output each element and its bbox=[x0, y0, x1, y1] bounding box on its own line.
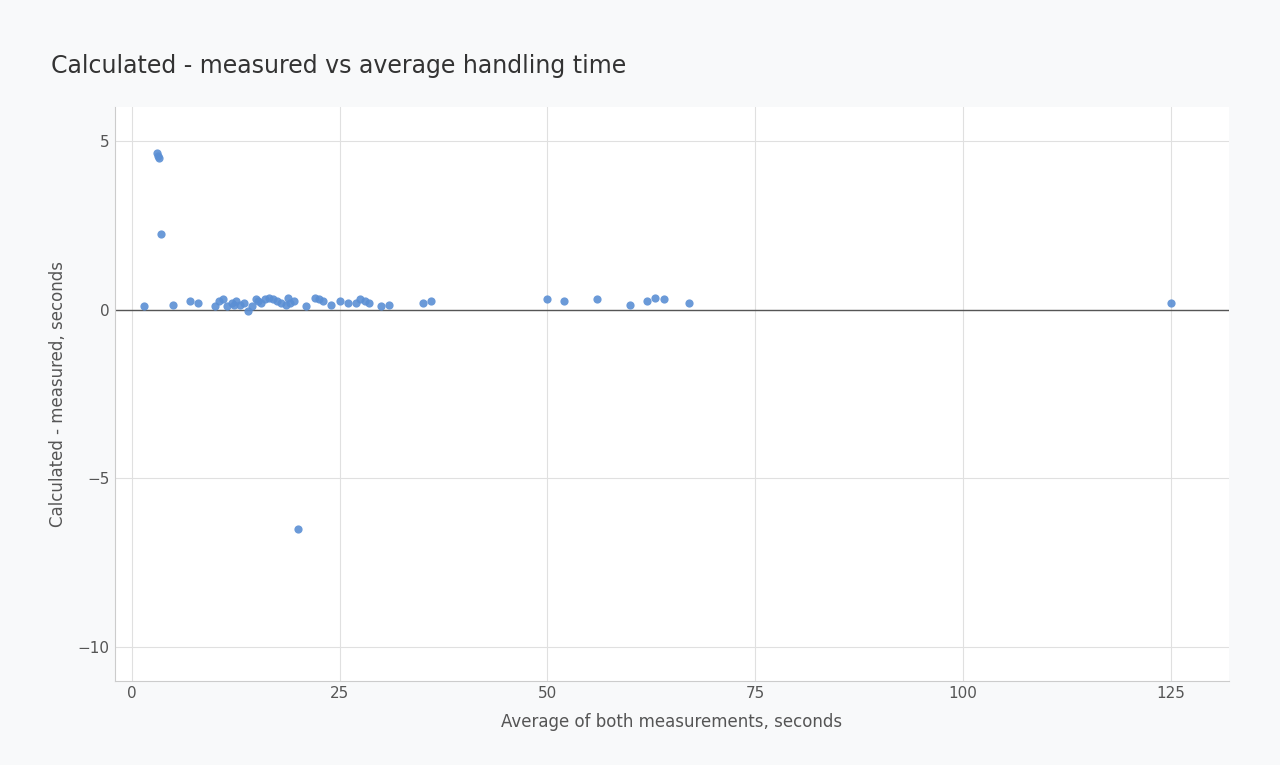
Point bbox=[259, 291, 279, 304]
Point bbox=[275, 298, 296, 311]
Point bbox=[355, 295, 375, 308]
Point bbox=[248, 295, 269, 308]
Point bbox=[637, 295, 658, 308]
Point bbox=[538, 293, 558, 305]
Point bbox=[238, 305, 259, 317]
Point bbox=[246, 293, 266, 305]
Point bbox=[251, 297, 271, 309]
Point bbox=[262, 293, 283, 305]
Point bbox=[338, 297, 358, 309]
Point bbox=[148, 151, 169, 164]
Point bbox=[621, 298, 641, 311]
Point bbox=[308, 293, 329, 305]
Point bbox=[188, 297, 209, 309]
Point bbox=[346, 297, 366, 309]
Point bbox=[329, 295, 349, 308]
Point bbox=[288, 522, 308, 535]
Point bbox=[268, 295, 288, 308]
Text: Calculated - measured vs average handling time: Calculated - measured vs average handlin… bbox=[51, 54, 626, 77]
Y-axis label: Calculated - measured, seconds: Calculated - measured, seconds bbox=[49, 261, 67, 527]
Point bbox=[279, 297, 300, 309]
Point bbox=[212, 293, 233, 305]
Point bbox=[645, 291, 666, 304]
Point bbox=[1161, 297, 1181, 309]
Point bbox=[163, 298, 183, 311]
Point bbox=[179, 295, 200, 308]
Point bbox=[379, 298, 399, 311]
Point bbox=[588, 293, 608, 305]
Point bbox=[554, 295, 575, 308]
Point bbox=[148, 150, 169, 162]
Point bbox=[225, 295, 246, 308]
Point bbox=[321, 298, 342, 311]
Point bbox=[351, 293, 371, 305]
Point bbox=[234, 297, 255, 309]
Point bbox=[229, 298, 250, 311]
Point bbox=[255, 293, 275, 305]
Point bbox=[305, 291, 325, 304]
Point bbox=[284, 295, 305, 308]
Point bbox=[209, 295, 229, 308]
Point bbox=[205, 300, 225, 312]
Point bbox=[654, 293, 675, 305]
Point bbox=[134, 300, 155, 312]
Point bbox=[271, 297, 292, 309]
Point bbox=[296, 300, 316, 312]
Point bbox=[312, 295, 333, 308]
Point bbox=[151, 227, 172, 239]
Point bbox=[224, 298, 244, 311]
Point bbox=[421, 295, 442, 308]
X-axis label: Average of both measurements, seconds: Average of both measurements, seconds bbox=[502, 712, 842, 731]
Point bbox=[678, 297, 699, 309]
Point bbox=[278, 291, 298, 304]
Point bbox=[358, 297, 379, 309]
Point bbox=[412, 297, 433, 309]
Point bbox=[218, 300, 238, 312]
Point bbox=[371, 300, 392, 312]
Point bbox=[146, 147, 166, 159]
Point bbox=[242, 300, 262, 312]
Point bbox=[221, 297, 242, 309]
